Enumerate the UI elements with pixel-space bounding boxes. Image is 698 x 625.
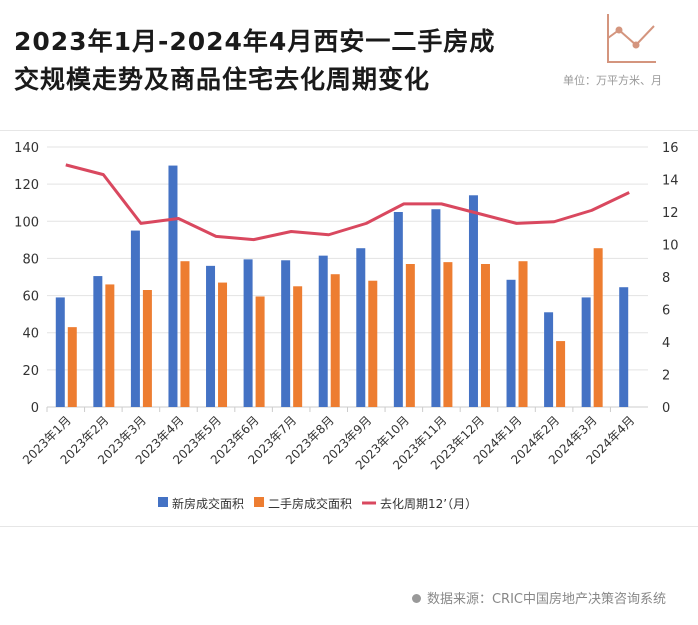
- y-left-tick-label: 40: [22, 327, 39, 342]
- bar-new-house: [206, 265, 216, 407]
- chart-panel: 0 20 40 60 80 100 120 140 0 2 4 6 8 10 12 14 16 2023年1月 20…: [0, 130, 698, 527]
- bar-new-house: [468, 195, 478, 407]
- line-chart-icon: [607, 14, 656, 63]
- y-right-tick-label: 6: [662, 304, 670, 319]
- bar-second-hand: [293, 286, 303, 407]
- bar-second-hand: [368, 280, 378, 407]
- y-left-tick-label: 80: [22, 252, 39, 267]
- bar-new-house: [168, 165, 178, 407]
- y-right-tick-label: 16: [662, 141, 679, 156]
- y-left-tick-label: 120: [14, 178, 39, 193]
- bar-new-house: [619, 287, 629, 407]
- unit-label: 单位：万平方米、月: [563, 74, 662, 87]
- bar-second-hand: [67, 327, 77, 407]
- y-right-tick-label: 12: [662, 206, 679, 221]
- bar-new-house: [544, 312, 554, 407]
- bar-new-house: [55, 297, 65, 407]
- bar-new-house: [393, 212, 403, 407]
- y-left-tick-label: 100: [14, 215, 39, 230]
- legend-label: 新房成交面积: [172, 496, 244, 511]
- bar-second-hand: [218, 282, 228, 407]
- combo-chart: 02040608010012014002468101214162023年1月20…: [14, 141, 679, 511]
- bar-new-house: [243, 259, 253, 407]
- y-right-tick-label: 10: [662, 239, 679, 254]
- bar-second-hand: [405, 264, 415, 407]
- bar-second-hand: [480, 264, 490, 407]
- legend-label: 去化周期12’（月）: [380, 497, 477, 511]
- bar-new-house: [318, 255, 328, 407]
- bullet-icon: [411, 594, 421, 603]
- legend-swatch: [254, 497, 265, 507]
- bar-second-hand: [255, 296, 265, 407]
- y-right-tick-label: 4: [662, 336, 670, 351]
- y-right-tick-label: 2: [662, 369, 670, 384]
- bar-new-house: [281, 260, 291, 407]
- y-left-tick-label: 60: [22, 290, 39, 305]
- y-left-tick-label: 20: [22, 364, 39, 379]
- bar-new-house: [130, 230, 140, 407]
- bar-new-house: [431, 209, 441, 407]
- legend-swatch: [158, 497, 168, 507]
- source-note: 数据来源：CRIC中国房地产决策咨询系统: [411, 588, 666, 607]
- legend-label: 二手房成交面积: [268, 496, 352, 511]
- bar-second-hand: [330, 274, 340, 407]
- bar-second-hand: [105, 284, 115, 407]
- line-destocking-cycle: [65, 163, 630, 242]
- chart-title-line1: 2023年1月-2024年4月西安一二手房成: [14, 27, 496, 56]
- bar-new-house: [581, 297, 591, 407]
- y-left-tick-label: 140: [14, 141, 39, 156]
- bar-second-hand: [142, 290, 152, 407]
- bar-second-hand: [180, 261, 190, 407]
- y-right-tick-label: 0: [662, 401, 670, 416]
- bar-new-house: [506, 279, 516, 407]
- bar-second-hand: [593, 248, 603, 407]
- bar-second-hand: [556, 341, 566, 407]
- bar-new-house: [93, 276, 103, 407]
- y-right-tick-label: 8: [662, 271, 670, 286]
- chart-title-line2: 交规模走势及商品住宅去化周期变化: [14, 65, 431, 94]
- y-right-tick-label: 14: [662, 174, 679, 189]
- bar-second-hand: [443, 262, 453, 407]
- bar-new-house: [356, 248, 366, 407]
- bar-second-hand: [518, 261, 528, 407]
- y-left-tick-label: 0: [31, 401, 39, 416]
- source-text: 数据来源：CRIC中国房地产决策咨询系统: [426, 592, 666, 607]
